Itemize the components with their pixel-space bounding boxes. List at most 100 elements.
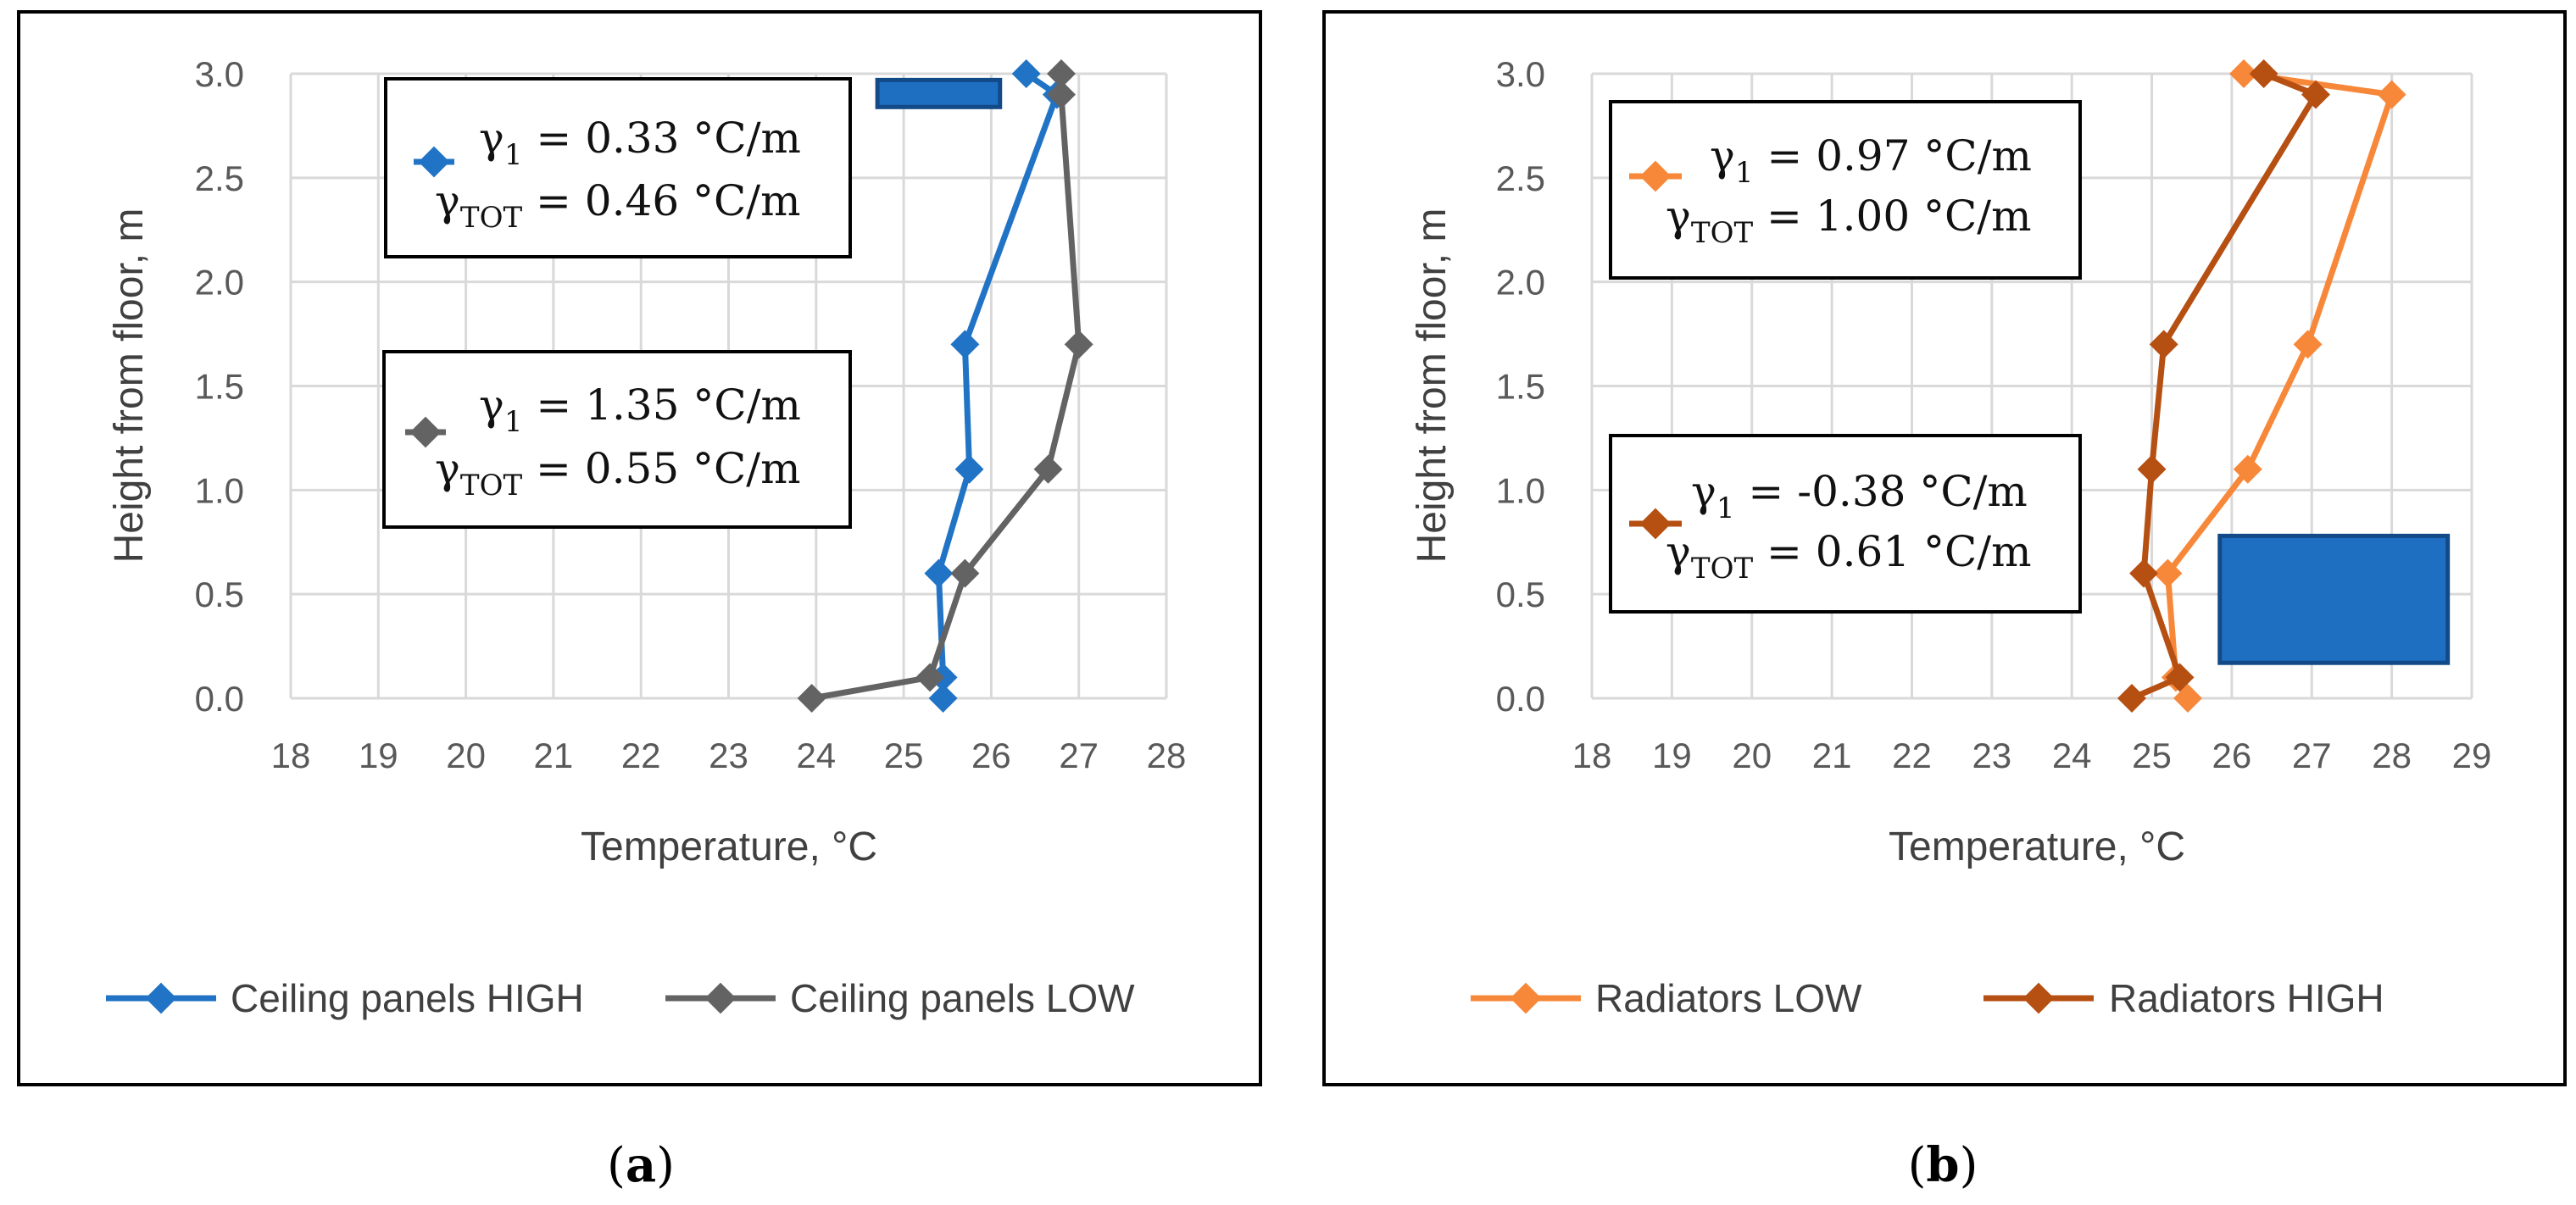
x-tick-label: 28 (2372, 736, 2412, 775)
y-tick-label: 2.5 (1496, 158, 1545, 198)
panel-b-shading (2217, 533, 2451, 665)
panel-a-legend: Ceiling panels HIGH Ceiling panels LOW (106, 976, 1135, 1020)
y-tick-label: 0.0 (1496, 679, 1545, 719)
x-tick-label: 24 (2052, 736, 2092, 775)
ceiling-panel-block (875, 77, 1003, 109)
x-tick-label: 29 (2452, 736, 2492, 775)
panel-a-annotation-2-marker (409, 416, 442, 448)
x-tick-label: 21 (1812, 736, 1852, 775)
caption-a: (a) (607, 1137, 675, 1193)
data-point (950, 558, 980, 588)
data-point (950, 330, 980, 359)
panel-a-series (797, 59, 1093, 713)
panel-b-annotation-1-gammatot: γTOT = 1.00 °C/m (1666, 192, 2032, 250)
panel-a-annotation-1-gammatot: γTOT = 0.46 °C/m (435, 176, 801, 235)
panel-b-annotation-2-gamma1: γ1 = -0.38 °C/m (1691, 467, 2028, 525)
x-tick-label: 19 (359, 736, 398, 775)
x-tick-label: 18 (271, 736, 311, 775)
data-point (2149, 330, 2178, 359)
y-tick-label: 1.0 (195, 470, 244, 510)
panel-b-frame (1322, 10, 2567, 1086)
panel-a-annotation-1-gamma1: γ1 = 0.33 °C/m (479, 114, 801, 172)
x-tick-label: 20 (446, 736, 486, 775)
x-tick-label: 19 (1652, 736, 1692, 775)
panel-a-shading (875, 77, 1003, 109)
x-tick-label: 24 (796, 736, 836, 775)
x-tick-label: 27 (1059, 736, 1099, 775)
data-point (915, 663, 945, 692)
panel-b-y-ticks: 0.0 0.5 1.0 1.5 2.0 2.5 3.0 (1496, 54, 1545, 719)
panel-a-annotation-2-gamma1: γ1 = 1.35 °C/m (479, 380, 801, 439)
data-point (1047, 59, 1077, 88)
x-tick-label: 25 (2132, 736, 2172, 775)
y-tick-label: 3.0 (1496, 54, 1545, 94)
data-point (1064, 330, 1093, 359)
x-tick-label: 25 (884, 736, 924, 775)
panel-a-annotation-2: γ1 = 1.35 °C/m γTOT = 0.55 °C/m (382, 350, 852, 529)
svg-text:Radiators HIGH: Radiators HIGH (2109, 976, 2384, 1020)
panel-a-y-axis-label: Height from floor, m (107, 208, 152, 564)
x-tick-label: 26 (971, 736, 1011, 775)
data-point (2129, 558, 2159, 588)
x-tick-label: 22 (1892, 736, 1932, 775)
panel-b-legend-item-0: Radiators LOW (1471, 976, 1862, 1020)
panel-b-x-axis-label: Temperature, °C (1889, 825, 2185, 869)
y-tick-label: 2.5 (195, 158, 244, 198)
x-tick-label: 23 (1972, 736, 2011, 775)
x-tick-label: 22 (621, 736, 661, 775)
x-tick-label: 26 (2212, 736, 2252, 775)
panel-b-annotation-1-marker (1639, 160, 1672, 192)
x-tick-label: 20 (1732, 736, 1772, 775)
panel-b-legend-item-1: Radiators HIGH (1983, 976, 2384, 1020)
y-tick-label: 0.5 (195, 575, 244, 614)
panel-b-annotation-1: γ1 = 0.97 °C/m γTOT = 1.00 °C/m (1609, 100, 2082, 280)
data-point (1011, 59, 1041, 88)
panel-b-annotation-2: γ1 = -0.38 °C/m γTOT = 0.61 °C/m (1609, 434, 2082, 614)
panel-a-legend-item-0: Ceiling panels HIGH (106, 976, 584, 1020)
svg-text:Ceiling panels LOW: Ceiling panels LOW (790, 976, 1135, 1020)
x-tick-label: 28 (1147, 736, 1187, 775)
y-tick-label: 1.0 (1496, 470, 1545, 510)
panel-b-x-ticks: 18 19 20 21 22 23 24 25 26 27 28 29 (1572, 736, 2492, 775)
data-point (928, 684, 958, 713)
panel-b-annotation-1-gamma1: γ1 = 0.97 °C/m (1710, 131, 2032, 190)
y-tick-label: 0.0 (195, 679, 244, 719)
panel-a-annotation-2-gammatot: γTOT = 0.55 °C/m (435, 444, 801, 503)
panel-a-x-axis-label: Temperature, °C (581, 825, 877, 869)
radiator-block (2217, 533, 2451, 665)
y-tick-label: 1.5 (1496, 367, 1545, 407)
data-point (924, 558, 954, 588)
data-point (2249, 59, 2278, 88)
data-point (797, 684, 826, 713)
y-tick-label: 2.0 (1496, 263, 1545, 303)
panel-b-y-axis-label: Height from floor, m (1410, 208, 1455, 564)
caption-b: (b) (1908, 1137, 1978, 1193)
panel-b-legend: Radiators LOW Radiators HIGH (1471, 976, 2384, 1020)
data-point (2117, 684, 2146, 713)
y-tick-label: 2.0 (195, 263, 244, 303)
y-tick-label: 1.5 (195, 367, 244, 407)
data-point (2377, 80, 2406, 109)
panel-b-annotation-2-gammatot: γTOT = 0.61 °C/m (1666, 527, 2032, 586)
panel-a-legend-item-1: Ceiling panels LOW (665, 976, 1135, 1020)
data-point (1047, 80, 1077, 109)
svg-text:Radiators LOW: Radiators LOW (1595, 976, 1862, 1020)
x-tick-label: 21 (534, 736, 574, 775)
y-tick-label: 0.5 (1496, 575, 1545, 614)
x-tick-label: 18 (1572, 736, 1612, 775)
x-tick-label: 23 (709, 736, 748, 775)
x-tick-label: 27 (2292, 736, 2332, 775)
data-point (1033, 454, 1063, 484)
svg-text:Ceiling panels HIGH: Ceiling panels HIGH (231, 976, 584, 1020)
data-point (2293, 330, 2323, 359)
panel-b-annotation-2-marker (1639, 508, 1672, 540)
panel-a-x-ticks: 18 19 20 21 22 23 24 25 26 27 28 (271, 736, 1187, 775)
panel-a-frame (17, 10, 1262, 1086)
data-point (954, 454, 984, 484)
panel-a-annotation-1: γ1 = 0.33 °C/m γTOT = 0.46 °C/m (384, 77, 852, 258)
panel-a-y-ticks: 0.0 0.5 1.0 1.5 2.0 2.5 3.0 (195, 54, 244, 719)
panel-a-annotation-1-marker (418, 146, 450, 178)
data-point (2137, 454, 2167, 484)
y-tick-label: 3.0 (195, 54, 244, 94)
